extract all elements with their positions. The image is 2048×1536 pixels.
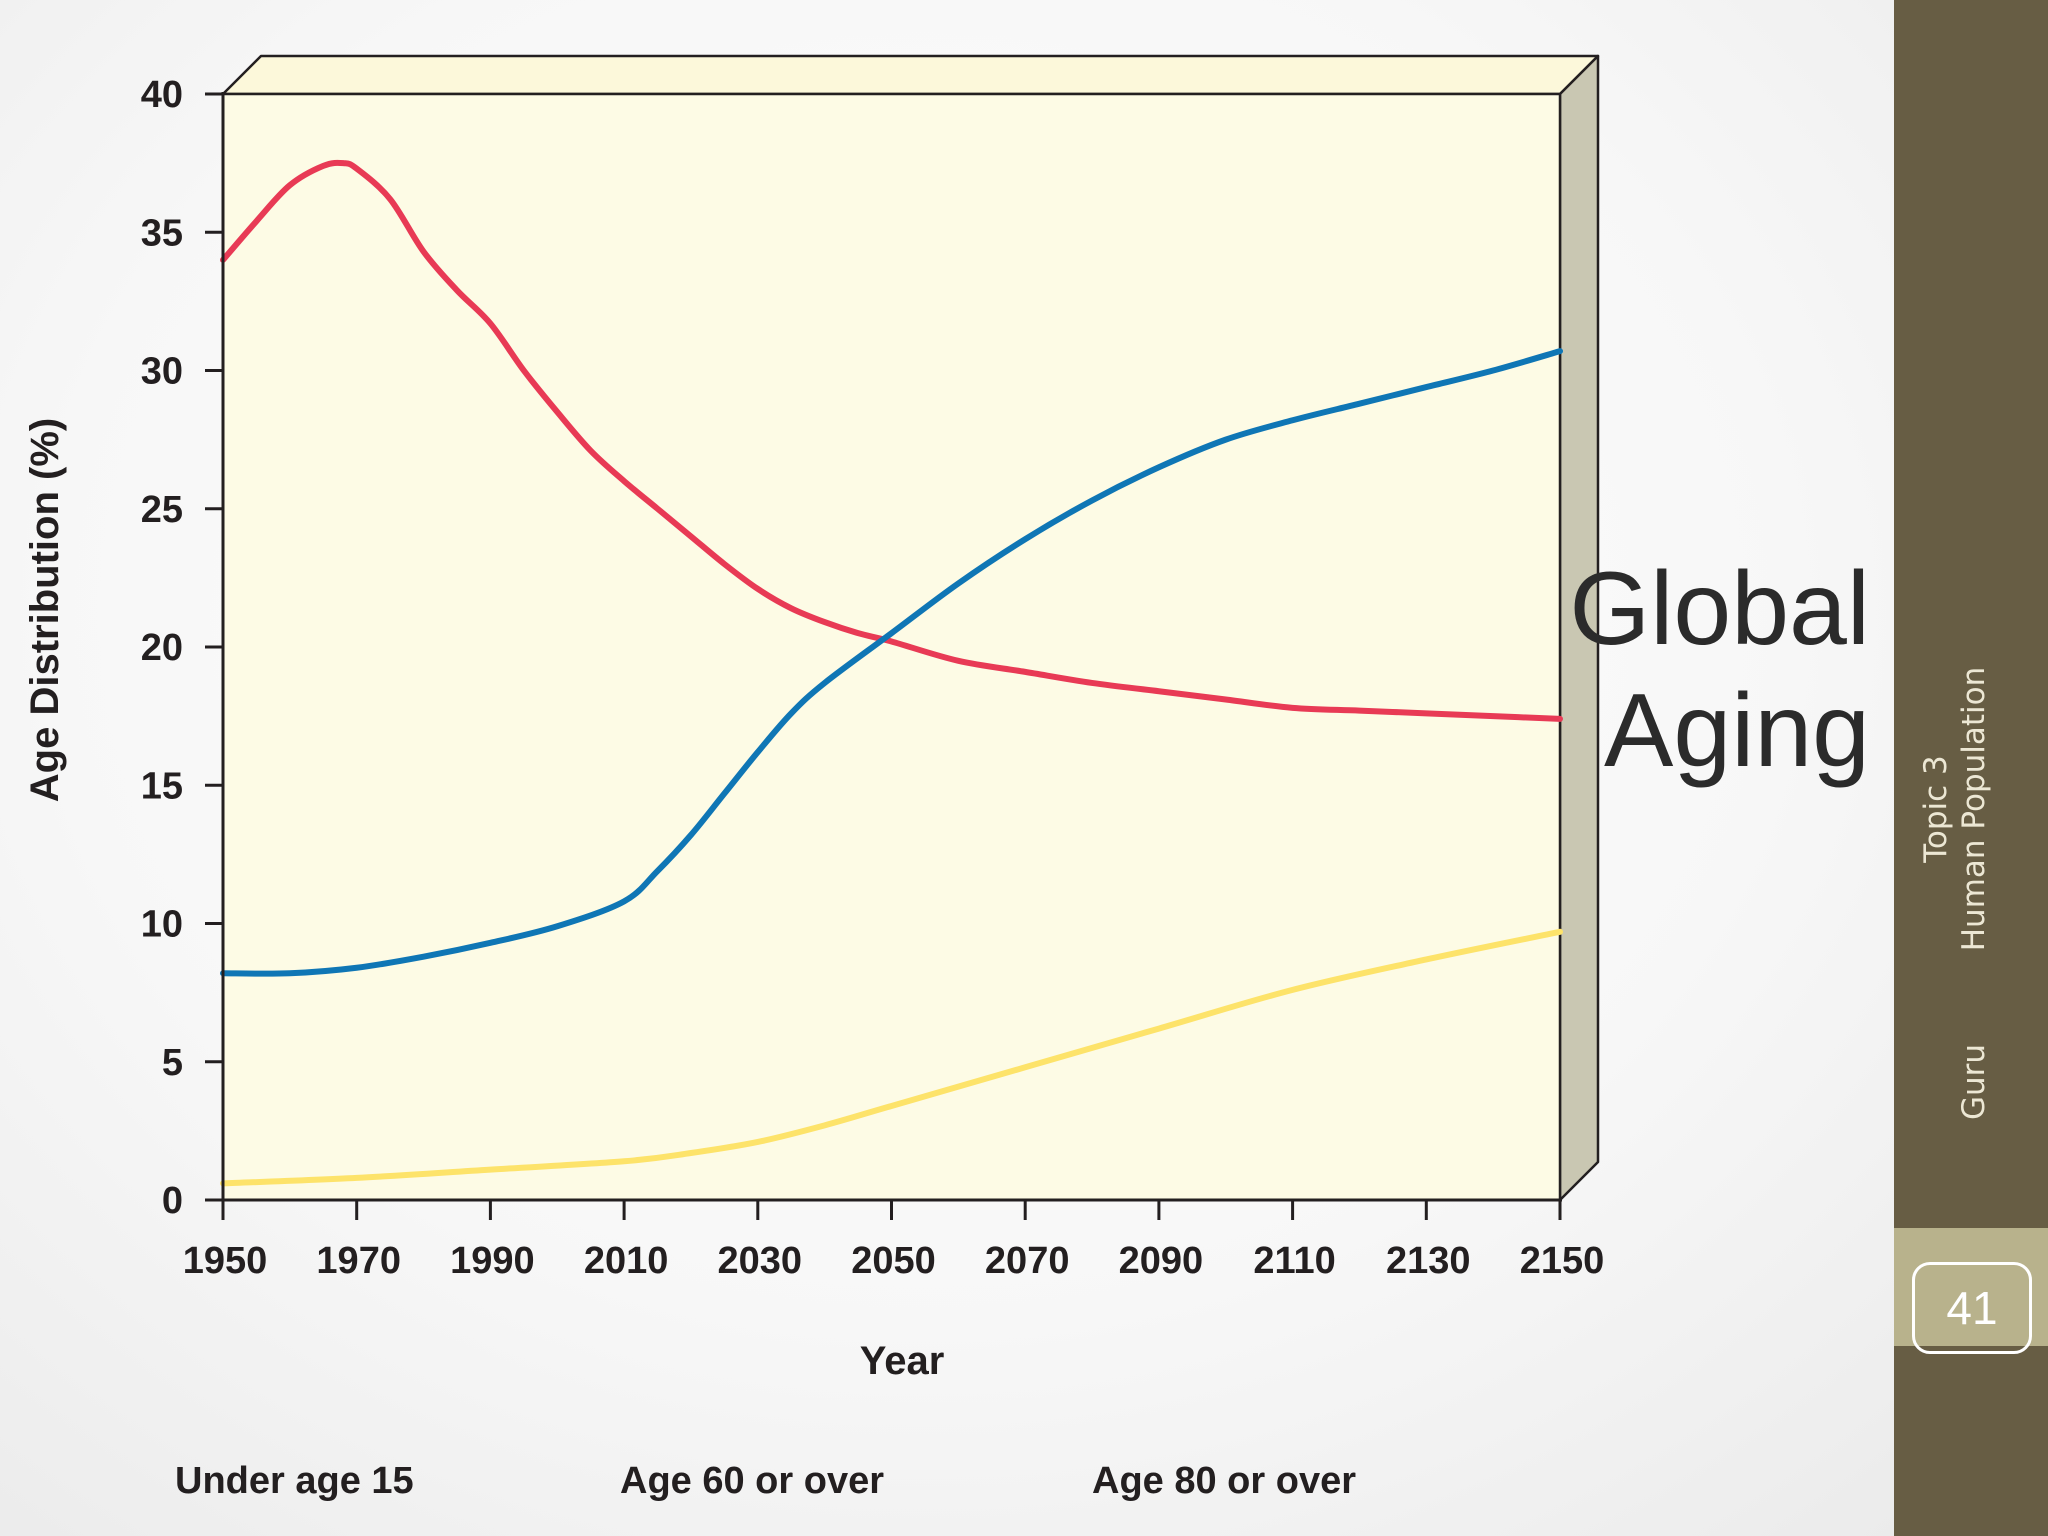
page-number-bracket [1912, 1262, 2032, 1354]
plot-top-face [221, 54, 1600, 96]
series-line-60-over [220, 348, 1563, 977]
y-tick-label: 25 [141, 489, 183, 531]
x-tick-label: 1990 [450, 1240, 535, 1282]
x-tick-label: 2130 [1386, 1240, 1471, 1282]
x-tick-label: 2050 [851, 1240, 936, 1282]
y-tick-label: 20 [141, 627, 183, 669]
footer-author: Guru [1956, 1043, 1992, 1120]
axes [205, 92, 1562, 1220]
x-tick-label: 2150 [1520, 1240, 1605, 1282]
y-tick-label: 0 [162, 1180, 183, 1222]
legend-label-60-over: Age 60 or over [620, 1460, 884, 1502]
series-line-80-over [220, 928, 1563, 1187]
x-tick-label: 2030 [718, 1240, 803, 1282]
series-lines [220, 159, 1563, 1187]
x-tick-label: 2090 [1119, 1240, 1204, 1282]
page-number-tab [1894, 1228, 2048, 1346]
plot-box [221, 54, 1600, 1202]
y-tick-label: 35 [141, 212, 183, 254]
y-tick-label: 10 [141, 904, 183, 946]
footer-topic-line-1: Topic 3 [1918, 755, 1954, 863]
legend-label-80-over: Age 80 or over [1092, 1460, 1356, 1502]
series-line-under-15 [220, 159, 1563, 722]
y-tick-label: 15 [141, 765, 183, 807]
footer-topic: Topic 3 Human Population [1917, 644, 1993, 974]
slide-title-line-1: Global [1569, 551, 1870, 667]
plot-front-face [221, 92, 1562, 1202]
y-tick-label: 5 [162, 1042, 183, 1084]
x-tick-label: 2010 [584, 1240, 669, 1282]
vertical-footer: Topic 3 Human Population Guru [1911, 600, 2031, 1120]
y-tick-label: 30 [141, 351, 183, 393]
x-tick-label: 1970 [316, 1240, 401, 1282]
x-tick-label: 2110 [1253, 1240, 1335, 1282]
x-tick-label: 1950 [183, 1240, 268, 1282]
y-axis-title: Age Distribution (%) [23, 418, 67, 802]
age-distribution-chart: 0 5 10 15 20 25 30 35 40 1950 1970 1990 2010 2030 2050… [23, 54, 1605, 1383]
y-tick-label: 40 [141, 74, 183, 116]
slide-title: Global Aging [1540, 548, 1870, 792]
x-axis-title: Year [860, 1339, 945, 1383]
tick-labels: 0 5 10 15 20 25 30 35 40 1950 1970 1990 2010 2030 2050… [141, 74, 1605, 1282]
page-number: 41 [1946, 1282, 1998, 1334]
footer-topic-line-2: Human Population [1956, 666, 1992, 952]
x-tick-label: 2070 [985, 1240, 1070, 1282]
legend-label-under-15: Under age 15 [175, 1460, 414, 1502]
slide-title-line-2: Aging [1604, 673, 1870, 789]
